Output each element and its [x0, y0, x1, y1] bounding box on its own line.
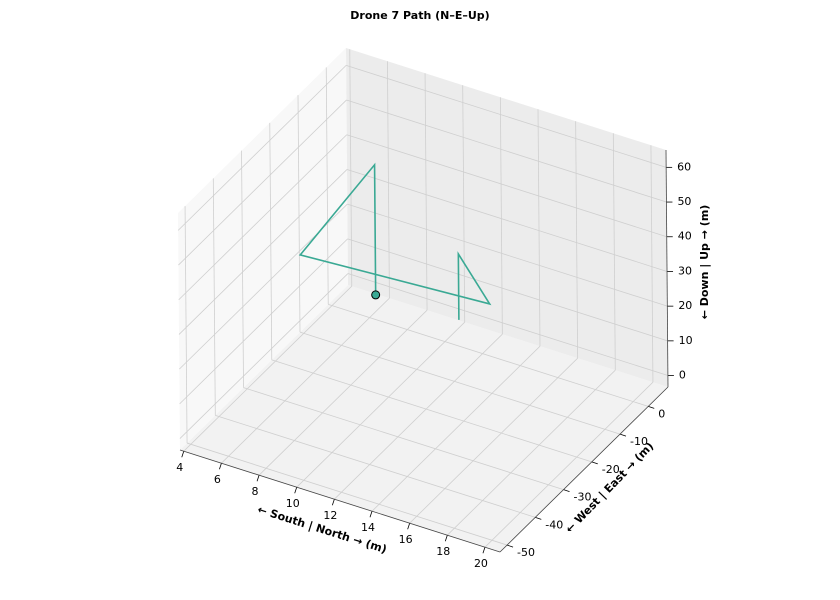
x-tick-label: 10: [286, 497, 300, 510]
grid-line: [178, 134, 348, 301]
grid-line: [269, 122, 273, 360]
grid-line: [221, 297, 390, 464]
grid-line: [179, 238, 348, 405]
grid-line: [243, 387, 564, 490]
x-tick-label: 20: [474, 557, 488, 570]
grid-line: [184, 206, 188, 444]
grid-line: [347, 238, 668, 342]
x-tick-label: 8: [252, 485, 259, 498]
x-tick: [256, 475, 260, 482]
grid-line: [462, 85, 466, 323]
grid-line: [371, 345, 541, 512]
grid-line: [447, 369, 616, 536]
x-tick-label: 16: [399, 533, 413, 546]
y-tick-label: 0: [658, 407, 665, 420]
z-tick-label: 30: [678, 264, 692, 277]
z-tick-label: 60: [677, 160, 691, 173]
x-tick: [181, 451, 185, 458]
grid-line: [575, 121, 579, 359]
z-tick-label: 40: [678, 230, 692, 243]
grid-line: [325, 67, 329, 305]
grid-line: [328, 304, 649, 407]
x-tick-label: 6: [214, 473, 221, 486]
grid-line: [179, 273, 349, 439]
grid-line: [349, 49, 353, 287]
drone-path: [298, 162, 492, 320]
grid-line: [346, 99, 667, 203]
grid-line: [183, 285, 353, 452]
grid-line: [537, 109, 541, 347]
z-tick-label: 0: [679, 369, 686, 382]
grid-line: [346, 169, 668, 272]
grid-line: [296, 321, 465, 488]
grid-line: [346, 134, 667, 238]
y-tick: [591, 461, 598, 465]
y-tick-label: -10: [630, 435, 648, 448]
grid-line: [612, 133, 616, 371]
y-tick-label: -50: [517, 546, 535, 559]
grid-line: [484, 381, 654, 548]
x-tick: [444, 535, 448, 542]
grid-line: [178, 99, 347, 266]
y-tick-label: -40: [545, 518, 563, 531]
grid-line: [347, 203, 668, 307]
x-tick-label: 12: [323, 509, 337, 522]
z-tick-label: 10: [679, 334, 693, 347]
grid-line: [178, 169, 348, 335]
grid-line: [258, 309, 428, 476]
grid-line: [299, 331, 621, 435]
x-tick: [331, 499, 335, 506]
y-tick: [619, 433, 627, 437]
y-tick: [648, 406, 655, 409]
grid-line: [387, 61, 390, 299]
chart-title: Drone 7 Path (N–E–Up): [350, 9, 489, 22]
axis-line: [499, 386, 669, 553]
grid-line: [346, 64, 667, 168]
y-tick-label: -30: [574, 491, 592, 504]
pane-floor: [180, 285, 668, 552]
grid-line: [409, 357, 578, 524]
pane-left: [178, 48, 348, 450]
y-tick: [506, 544, 514, 548]
grid-line: [424, 73, 428, 311]
grid-line: [241, 150, 244, 388]
y-tick: [563, 489, 570, 492]
x-tick: [407, 523, 411, 530]
x-tick: [482, 547, 486, 554]
x-tick-label: 14: [361, 521, 375, 534]
x-tick-label: 4: [176, 461, 183, 474]
z-tick-label: 20: [678, 299, 692, 312]
axis-line: [179, 449, 501, 553]
x-tick-label: 18: [436, 545, 450, 558]
z-axis-label: ← Down | Up → (m): [698, 205, 711, 320]
y-tick-label: -20: [602, 463, 620, 476]
grid-line: [347, 273, 669, 376]
grid-line: [297, 95, 301, 333]
grid-line: [177, 65, 347, 231]
start-marker: [371, 290, 381, 300]
x-tick: [219, 463, 222, 470]
grid-line: [650, 145, 654, 383]
grid-line: [215, 414, 536, 518]
pane-back: [346, 48, 668, 387]
x-tick: [294, 487, 298, 494]
grid-line: [271, 359, 592, 463]
grid-line: [499, 97, 503, 335]
grid-line: [212, 178, 216, 416]
axis-line: [665, 149, 669, 388]
y-tick: [535, 516, 542, 520]
x-tick: [369, 511, 373, 518]
grid-line: [186, 442, 508, 546]
z-tick-label: 50: [677, 195, 691, 208]
grid-line: [334, 333, 503, 500]
